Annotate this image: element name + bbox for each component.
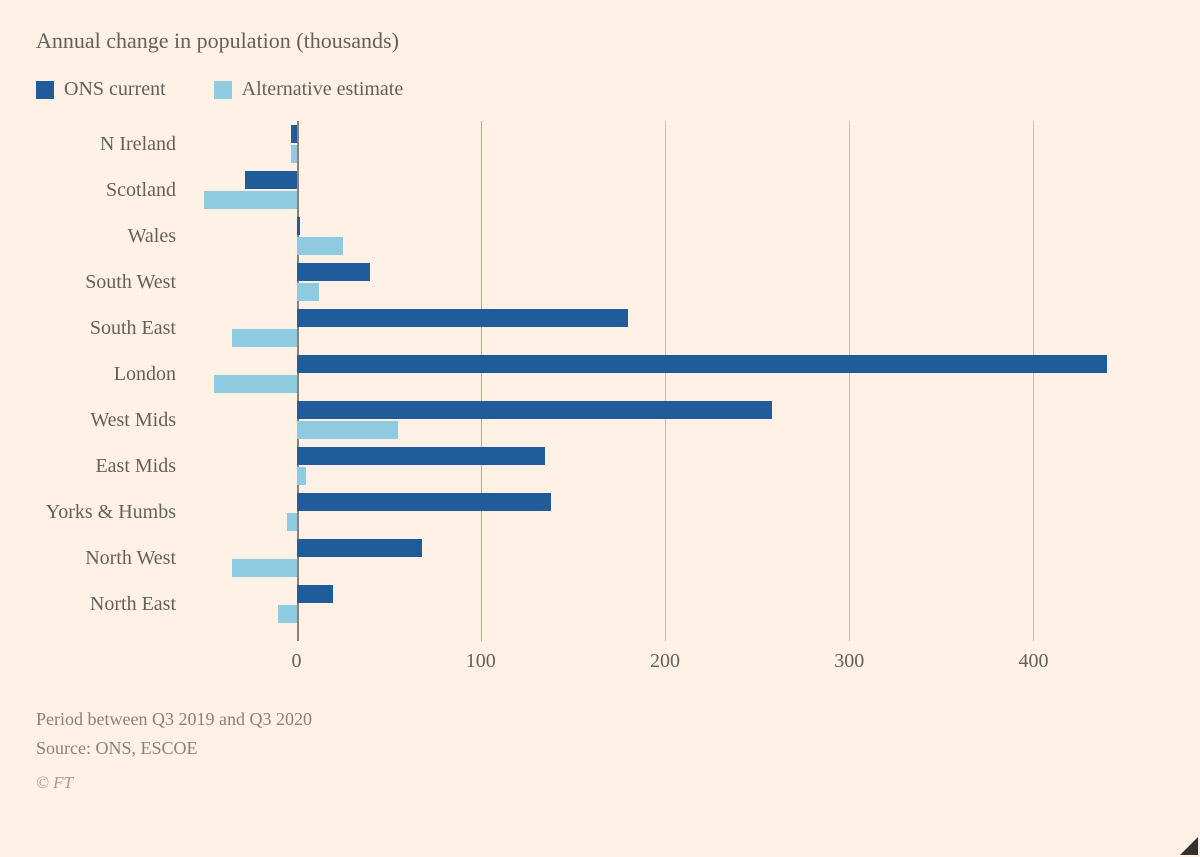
chart-subtitle: Annual change in population (thousands) bbox=[36, 28, 1164, 54]
bar-alt bbox=[297, 467, 306, 485]
corner-fold-icon bbox=[1180, 837, 1198, 855]
y-category-label: East Mids bbox=[36, 443, 186, 489]
bar-ons bbox=[297, 355, 1108, 373]
chart-row: North East bbox=[186, 581, 1144, 627]
y-category-label: North East bbox=[36, 581, 186, 627]
bar-alt bbox=[297, 283, 319, 301]
legend-swatch-alt bbox=[214, 81, 232, 99]
plot-area: 0100200300400N IrelandScotlandWalesSouth… bbox=[186, 121, 1144, 641]
bar-alt bbox=[287, 513, 296, 531]
y-category-label: West Mids bbox=[36, 397, 186, 443]
legend-label-alt: Alternative estimate bbox=[242, 78, 404, 101]
legend: ONS current Alternative estimate bbox=[36, 78, 1164, 101]
bar-ons bbox=[297, 263, 371, 281]
bar-ons bbox=[297, 493, 551, 511]
y-category-label: London bbox=[36, 351, 186, 397]
chart-row: N Ireland bbox=[186, 121, 1144, 167]
x-tick-label: 0 bbox=[292, 650, 302, 673]
bar-ons bbox=[297, 447, 546, 465]
chart-row: Wales bbox=[186, 213, 1144, 259]
bar-ons bbox=[297, 309, 629, 327]
bar-ons bbox=[297, 401, 772, 419]
bar-ons bbox=[297, 539, 422, 557]
chart-row: South East bbox=[186, 305, 1144, 351]
legend-swatch-ons bbox=[36, 81, 54, 99]
x-tick-label: 400 bbox=[1018, 650, 1048, 673]
bar-alt bbox=[297, 237, 343, 255]
footer-note: Period between Q3 2019 and Q3 2020 bbox=[36, 705, 1164, 734]
y-category-label: Scotland bbox=[36, 167, 186, 213]
bar-alt bbox=[232, 329, 296, 347]
chart-row: South West bbox=[186, 259, 1144, 305]
y-category-label: South West bbox=[36, 259, 186, 305]
bar-alt bbox=[232, 559, 296, 577]
y-category-label: North West bbox=[36, 535, 186, 581]
chart-row: London bbox=[186, 351, 1144, 397]
y-category-label: South East bbox=[36, 305, 186, 351]
bar-alt bbox=[297, 421, 398, 439]
x-tick-label: 100 bbox=[466, 650, 496, 673]
x-tick-label: 200 bbox=[650, 650, 680, 673]
bar-alt bbox=[214, 375, 297, 393]
legend-label-ons: ONS current bbox=[64, 78, 166, 101]
bar-ons bbox=[297, 585, 334, 603]
bar-ons bbox=[245, 171, 297, 189]
bar-alt bbox=[278, 605, 296, 623]
bar-chart: 0100200300400N IrelandScotlandWalesSouth… bbox=[186, 121, 1144, 681]
y-category-label: N Ireland bbox=[36, 121, 186, 167]
legend-item-ons: ONS current bbox=[36, 78, 166, 101]
legend-item-alt: Alternative estimate bbox=[214, 78, 404, 101]
footer-copyright: © FT bbox=[36, 769, 1164, 796]
y-category-label: Wales bbox=[36, 213, 186, 259]
chart-row: East Mids bbox=[186, 443, 1144, 489]
bar-alt bbox=[204, 191, 296, 209]
chart-row: West Mids bbox=[186, 397, 1144, 443]
x-tick-label: 300 bbox=[834, 650, 864, 673]
bar-ons bbox=[291, 125, 297, 143]
chart-row: Scotland bbox=[186, 167, 1144, 213]
footer-source: Source: ONS, ESCOE bbox=[36, 734, 1164, 763]
bar-ons bbox=[297, 217, 301, 235]
bar-alt bbox=[291, 145, 297, 163]
chart-footer: Period between Q3 2019 and Q3 2020 Sourc… bbox=[36, 705, 1164, 796]
y-category-label: Yorks & Humbs bbox=[36, 489, 186, 535]
chart-row: North West bbox=[186, 535, 1144, 581]
chart-row: Yorks & Humbs bbox=[186, 489, 1144, 535]
